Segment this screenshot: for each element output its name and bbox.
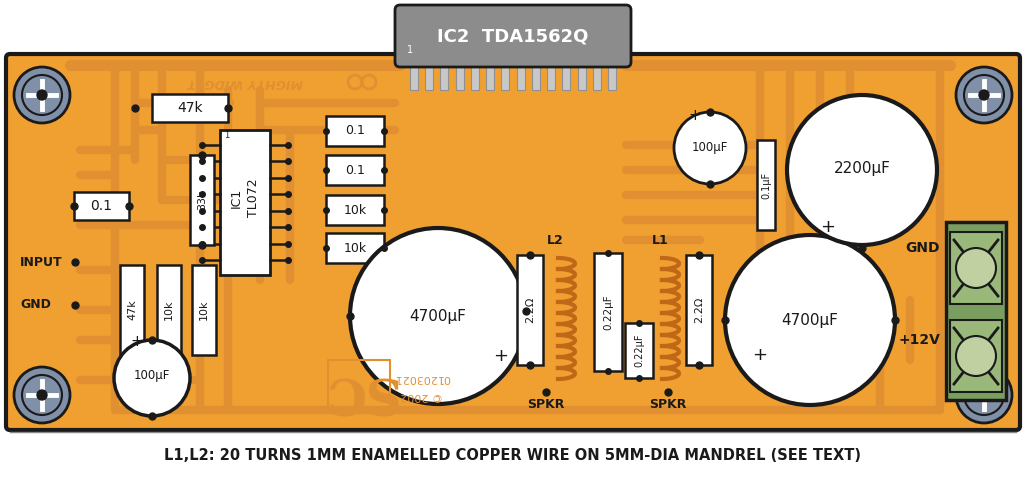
Bar <box>686 255 712 365</box>
Text: L1: L1 <box>652 233 668 247</box>
Text: 33k: 33k <box>197 190 207 210</box>
Bar <box>328 360 390 412</box>
Bar <box>547 62 555 90</box>
Text: 0.1µF: 0.1µF <box>761 172 771 198</box>
Text: SPKR: SPKR <box>527 399 564 412</box>
Text: 0.22µF: 0.22µF <box>603 294 613 330</box>
Bar <box>120 265 144 355</box>
Circle shape <box>350 228 526 404</box>
Text: SPKR: SPKR <box>649 399 686 412</box>
FancyBboxPatch shape <box>395 5 631 67</box>
Text: 1: 1 <box>407 45 413 55</box>
Circle shape <box>956 367 1012 423</box>
Circle shape <box>14 67 70 123</box>
Circle shape <box>964 75 1004 115</box>
Bar <box>190 155 214 245</box>
Text: L1,L2: 20 TURNS 1MM ENAMELLED COPPER WIRE ON 5MM-DIA MANDREL (SEE TEXT): L1,L2: 20 TURNS 1MM ENAMELLED COPPER WIR… <box>164 447 862 463</box>
Text: 0.22µF: 0.22µF <box>634 334 644 367</box>
Bar <box>410 62 418 90</box>
Text: 1: 1 <box>224 131 229 140</box>
Bar <box>578 62 586 90</box>
Bar <box>74 192 129 220</box>
Text: +: + <box>820 218 835 236</box>
Bar <box>950 232 1002 304</box>
Bar <box>425 62 433 90</box>
Circle shape <box>964 375 1004 415</box>
Text: 01203021: 01203021 <box>394 373 450 383</box>
Bar <box>326 155 384 185</box>
Text: 0.1: 0.1 <box>345 163 365 176</box>
Bar <box>531 62 540 90</box>
Text: +: + <box>130 334 143 349</box>
Text: IC1
TL072: IC1 TL072 <box>230 178 260 217</box>
Bar <box>950 320 1002 392</box>
Circle shape <box>14 367 70 423</box>
Circle shape <box>979 90 989 100</box>
Text: +: + <box>494 347 508 365</box>
Text: 10k: 10k <box>199 300 209 320</box>
Circle shape <box>22 75 62 115</box>
Text: 2200µF: 2200µF <box>833 161 891 175</box>
Bar <box>517 62 524 90</box>
Circle shape <box>37 390 47 400</box>
Bar <box>192 265 216 355</box>
Circle shape <box>956 248 996 288</box>
Bar <box>608 62 616 90</box>
Text: GND: GND <box>906 241 940 255</box>
Text: 10k: 10k <box>344 204 366 217</box>
Text: 10k: 10k <box>344 241 366 254</box>
Circle shape <box>22 375 62 415</box>
Circle shape <box>979 390 989 400</box>
Text: GND: GND <box>19 298 51 312</box>
Bar <box>757 140 775 230</box>
Text: 0.1: 0.1 <box>90 199 113 213</box>
Bar <box>326 195 384 225</box>
Bar <box>456 62 464 90</box>
Bar <box>157 265 181 355</box>
Text: MIGHTY WIDGET: MIGHTY WIDGET <box>187 76 303 88</box>
Text: +: + <box>688 108 701 123</box>
Circle shape <box>956 336 996 376</box>
Circle shape <box>725 235 895 405</box>
Bar <box>517 255 543 365</box>
Bar <box>220 130 270 275</box>
Bar <box>562 62 570 90</box>
Text: SC: SC <box>320 366 396 414</box>
Circle shape <box>956 67 1012 123</box>
Text: 47k: 47k <box>127 300 137 320</box>
Text: 10k: 10k <box>164 300 174 320</box>
Text: 2.2Ω: 2.2Ω <box>694 297 704 323</box>
Bar <box>152 94 228 122</box>
Text: 4700µF: 4700µF <box>782 313 838 327</box>
Circle shape <box>674 112 746 184</box>
Text: +: + <box>752 346 767 364</box>
Bar <box>471 62 479 90</box>
Text: 100µF: 100µF <box>692 141 728 154</box>
Bar <box>625 323 653 378</box>
Bar <box>440 62 448 90</box>
Bar <box>486 62 495 90</box>
Bar <box>594 253 622 371</box>
Bar <box>593 62 601 90</box>
Text: INPUT: INPUT <box>19 256 63 269</box>
Bar <box>326 233 384 263</box>
Bar <box>326 116 384 146</box>
Text: L2: L2 <box>547 233 563 247</box>
Bar <box>502 62 509 90</box>
Circle shape <box>37 90 47 100</box>
Text: 47k: 47k <box>177 101 203 115</box>
FancyBboxPatch shape <box>6 54 1020 430</box>
Text: +12V: +12V <box>898 333 940 347</box>
Text: © 2002: © 2002 <box>400 391 443 401</box>
Bar <box>946 222 1007 400</box>
Circle shape <box>114 340 190 416</box>
Text: 4700µF: 4700µF <box>409 308 467 324</box>
Text: 100µF: 100µF <box>133 369 170 382</box>
Text: 2.2Ω: 2.2Ω <box>525 297 535 323</box>
Text: 0.1: 0.1 <box>345 124 365 138</box>
Text: IC2  TDA1562Q: IC2 TDA1562Q <box>437 27 589 45</box>
Circle shape <box>787 95 937 245</box>
